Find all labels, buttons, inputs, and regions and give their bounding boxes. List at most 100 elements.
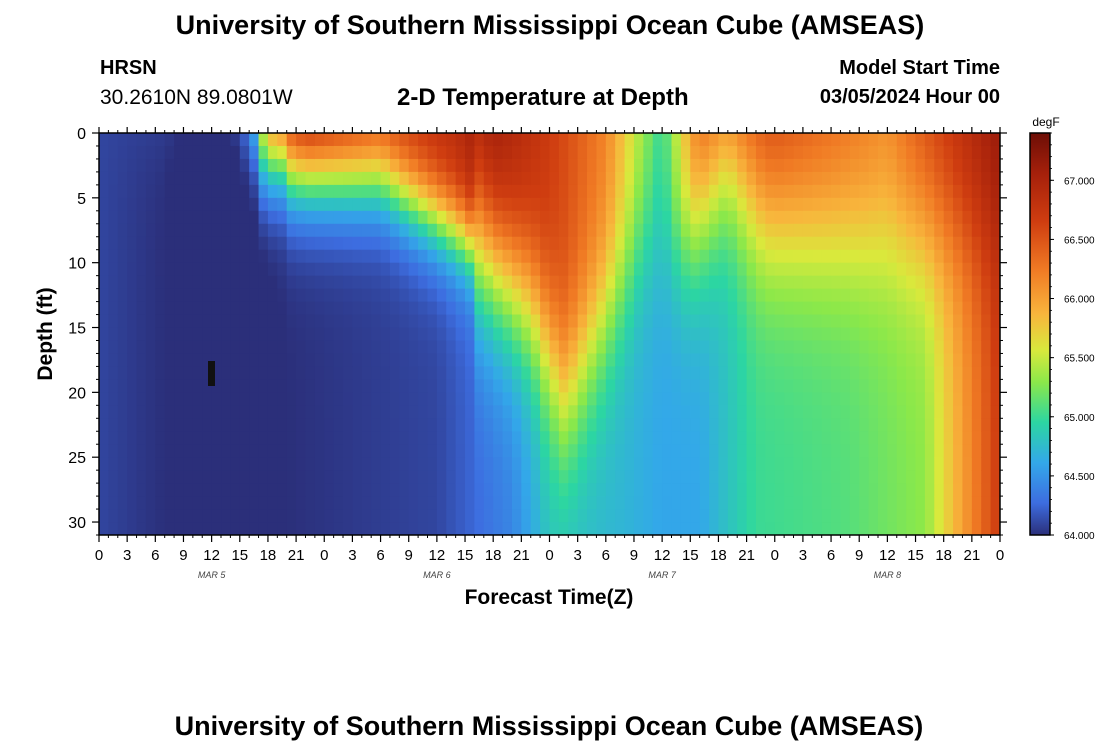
heatmap-cell: [718, 457, 729, 471]
heatmap-cell: [802, 496, 813, 510]
heatmap-cell: [427, 340, 438, 355]
heatmap-cell: [746, 431, 757, 445]
heatmap-cell: [324, 340, 335, 355]
heatmap-cell: [221, 171, 231, 186]
heatmap-cell: [286, 171, 297, 186]
heatmap-cell: [483, 392, 494, 406]
heatmap-cell: [737, 496, 748, 510]
heatmap-cell: [361, 314, 372, 329]
heatmap-cell: [990, 496, 1000, 510]
heatmap-cell: [962, 210, 973, 225]
heatmap-cell: [690, 133, 701, 147]
heatmap-cell: [587, 236, 598, 251]
heatmap-cell: [643, 184, 654, 199]
heatmap-cell: [568, 522, 579, 535]
heatmap-cell: [267, 509, 278, 523]
heatmap-cell: [652, 133, 663, 147]
heatmap-cell: [859, 314, 870, 329]
heatmap-cell: [709, 366, 720, 380]
heatmap-cell: [511, 457, 522, 471]
heatmap-cell: [906, 470, 917, 484]
heatmap-cell: [887, 392, 898, 406]
heatmap-cell: [446, 392, 457, 406]
heatmap-cell: [633, 210, 644, 225]
heatmap-cell: [924, 145, 935, 160]
heatmap-cell: [258, 288, 269, 303]
heatmap-cell: [230, 158, 241, 173]
heatmap-cell: [633, 171, 644, 186]
heatmap-cell: [671, 145, 682, 160]
heatmap-cell: [859, 184, 870, 199]
heatmap-cell: [239, 470, 250, 484]
heatmap-cell: [727, 340, 738, 355]
heatmap-cell: [887, 457, 898, 471]
heatmap-cell: [99, 327, 109, 342]
heatmap-cell: [99, 366, 109, 380]
heatmap-cell: [267, 210, 278, 225]
heatmap-cell: [643, 301, 654, 316]
heatmap-cell: [802, 171, 813, 186]
heatmap-cell: [343, 327, 354, 342]
heatmap-cell: [230, 353, 241, 368]
heatmap-cell: [699, 158, 710, 173]
heatmap-cell: [727, 197, 738, 212]
heatmap-cell: [774, 301, 785, 316]
heatmap-cell: [164, 301, 175, 316]
heatmap-cell: [418, 145, 429, 160]
heatmap-cell: [934, 275, 945, 290]
heatmap-cell: [540, 392, 551, 406]
heatmap-cell: [145, 133, 156, 147]
heatmap-cell: [483, 470, 494, 484]
heatmap-cell: [465, 210, 476, 225]
heatmap-cell: [267, 275, 278, 290]
heatmap-cell: [962, 405, 973, 419]
heatmap-cell: [436, 340, 447, 355]
heatmap-cell: [596, 353, 607, 368]
heatmap-cell: [230, 249, 241, 264]
heatmap-cell: [727, 470, 738, 484]
heatmap-cell: [502, 392, 513, 406]
heatmap-cell: [812, 301, 823, 316]
heatmap-cell: [211, 522, 222, 535]
heatmap-cell: [877, 353, 888, 368]
heatmap-cell: [371, 158, 382, 173]
heatmap-cell: [737, 418, 748, 432]
heatmap-cell: [277, 145, 288, 160]
heatmap-cell: [596, 314, 607, 329]
heatmap-cell: [221, 379, 231, 393]
heatmap-cell: [249, 158, 260, 173]
heatmap-cell: [446, 262, 457, 277]
heatmap-cell: [145, 483, 156, 497]
heatmap-cell: [671, 392, 682, 406]
heatmap-cell: [117, 262, 128, 277]
heatmap-cell: [802, 340, 813, 355]
heatmap-cell: [117, 405, 128, 419]
heatmap-cell: [540, 522, 551, 535]
heatmap-cell: [530, 457, 541, 471]
heatmap-cell: [774, 249, 785, 264]
heatmap-cell: [192, 288, 203, 303]
heatmap-cell: [408, 405, 419, 419]
heatmap-cell: [680, 223, 691, 238]
heatmap-cell: [230, 133, 241, 147]
heatmap-cell: [633, 288, 644, 303]
x-tick-label: 3: [573, 547, 581, 564]
heatmap-cell: [755, 236, 766, 251]
heatmap-cell: [474, 366, 485, 380]
heatmap-cell: [709, 483, 720, 497]
heatmap-cell: [831, 314, 842, 329]
heatmap-cell: [558, 509, 569, 523]
heatmap-cell: [183, 236, 194, 251]
heatmap-cell: [333, 457, 344, 471]
heatmap-cell: [267, 431, 278, 445]
heatmap-cell: [990, 340, 1000, 355]
heatmap-cell: [624, 301, 635, 316]
heatmap-cell: [868, 392, 879, 406]
heatmap-cell: [521, 457, 532, 471]
heatmap-cell: [296, 133, 307, 147]
heatmap-cell: [221, 210, 231, 225]
heatmap-cell: [784, 223, 795, 238]
heatmap-cell: [849, 340, 860, 355]
heatmap-cell: [324, 275, 335, 290]
heatmap-cell: [915, 223, 926, 238]
